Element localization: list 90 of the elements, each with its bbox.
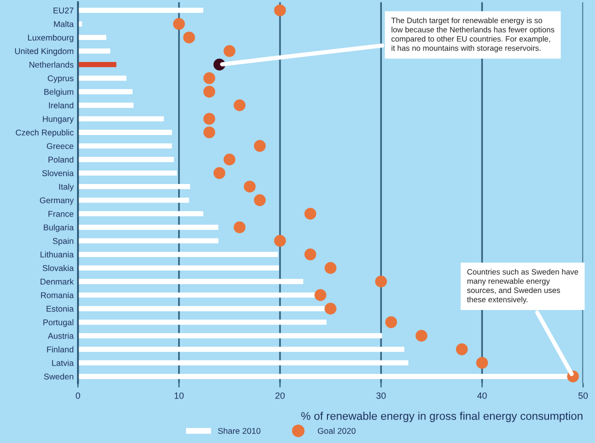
bar — [78, 278, 304, 284]
y-tick-label: Belgium — [44, 88, 74, 96]
point — [304, 208, 316, 220]
x-tick-label: 40 — [477, 392, 487, 399]
bar — [78, 170, 177, 176]
y-tick-label: Poland — [48, 156, 74, 163]
point — [234, 221, 246, 234]
y-tick-label: Austria — [48, 332, 74, 339]
y-tick-label: Italy — [59, 184, 74, 192]
y-tick-label: Lithuania — [40, 251, 74, 258]
y-tick-label: Ireland — [49, 102, 74, 108]
point — [324, 262, 336, 274]
y-tick-label: Greece — [46, 143, 74, 150]
y-tick-label: Cyprus — [48, 75, 74, 83]
point — [213, 167, 226, 179]
bar — [78, 89, 132, 94]
bar — [78, 320, 326, 325]
bar — [78, 34, 106, 40]
y-tick-label: Netherlands — [30, 62, 74, 68]
point — [224, 45, 236, 57]
y-tick-label: United Kingdom — [15, 48, 74, 56]
bar — [78, 374, 568, 379]
bar — [78, 333, 382, 338]
bar — [78, 156, 174, 162]
bar — [78, 62, 116, 68]
x-tick-label: 10 — [174, 392, 184, 399]
bar — [78, 238, 218, 244]
point — [314, 289, 326, 301]
y-tick-label: EU27 — [54, 8, 74, 14]
bar — [78, 346, 404, 352]
point — [203, 86, 216, 98]
point — [274, 234, 286, 247]
point — [385, 316, 398, 328]
legend-label: Share 2010 — [218, 428, 260, 434]
y-tick-label: Portugal — [43, 319, 74, 327]
y-tick-label: Estonia — [46, 306, 74, 312]
point — [476, 356, 488, 369]
point — [254, 194, 266, 206]
point — [234, 99, 246, 112]
y-tick-label: Slovenia — [42, 170, 74, 176]
point — [456, 343, 468, 356]
x-tick-label: 30 — [376, 392, 386, 399]
point — [416, 330, 428, 342]
bar — [78, 252, 278, 257]
bar — [78, 8, 204, 13]
point — [324, 302, 336, 315]
bar — [78, 306, 324, 312]
y-tick-label: Spain — [52, 238, 74, 246]
y-tick-label: Sweden — [44, 373, 74, 380]
bar — [78, 76, 126, 81]
point — [203, 126, 216, 138]
y-tick-label: Malta — [54, 20, 74, 28]
point — [274, 4, 286, 16]
bar — [78, 102, 134, 108]
point — [244, 180, 256, 193]
y-tick-label: Finland — [47, 346, 74, 352]
y-tick-label: Romania — [41, 292, 74, 298]
bar — [78, 116, 164, 122]
bar — [78, 265, 279, 271]
y-tick-label: Luxembourg — [28, 34, 74, 42]
legend-label: Goal 2020 — [318, 428, 356, 434]
y-tick-label: Slovakia — [42, 264, 74, 272]
y-tick-label: Czech Republic — [16, 129, 74, 138]
point — [173, 18, 185, 30]
y-tick-label: France — [48, 211, 74, 217]
y-tick-label: Denmark — [40, 278, 74, 285]
point — [183, 32, 195, 44]
point — [254, 140, 266, 152]
bar — [78, 292, 316, 298]
x-tick-label: 20 — [275, 392, 285, 399]
bar — [78, 130, 172, 135]
y-tick-label: Latvia — [52, 360, 74, 366]
x-tick-label: 50 — [578, 392, 588, 399]
bar — [78, 211, 204, 216]
x-axis-title: % of renewable energy in gross final energy consumption — [301, 412, 582, 422]
point — [203, 72, 216, 84]
x-tick-label: 0 — [76, 392, 80, 399]
point — [304, 248, 316, 260]
bar — [78, 360, 408, 366]
y-tick-label: Germany — [40, 197, 74, 205]
point — [224, 154, 236, 166]
point — [375, 276, 387, 288]
y-tick-label: Bulgaria — [44, 224, 74, 232]
bar — [78, 224, 218, 230]
point — [203, 112, 216, 125]
bar — [78, 143, 172, 149]
bar — [78, 48, 110, 54]
y-tick-label: Hungary — [42, 116, 74, 124]
bar — [78, 184, 190, 190]
bar — [78, 198, 190, 203]
